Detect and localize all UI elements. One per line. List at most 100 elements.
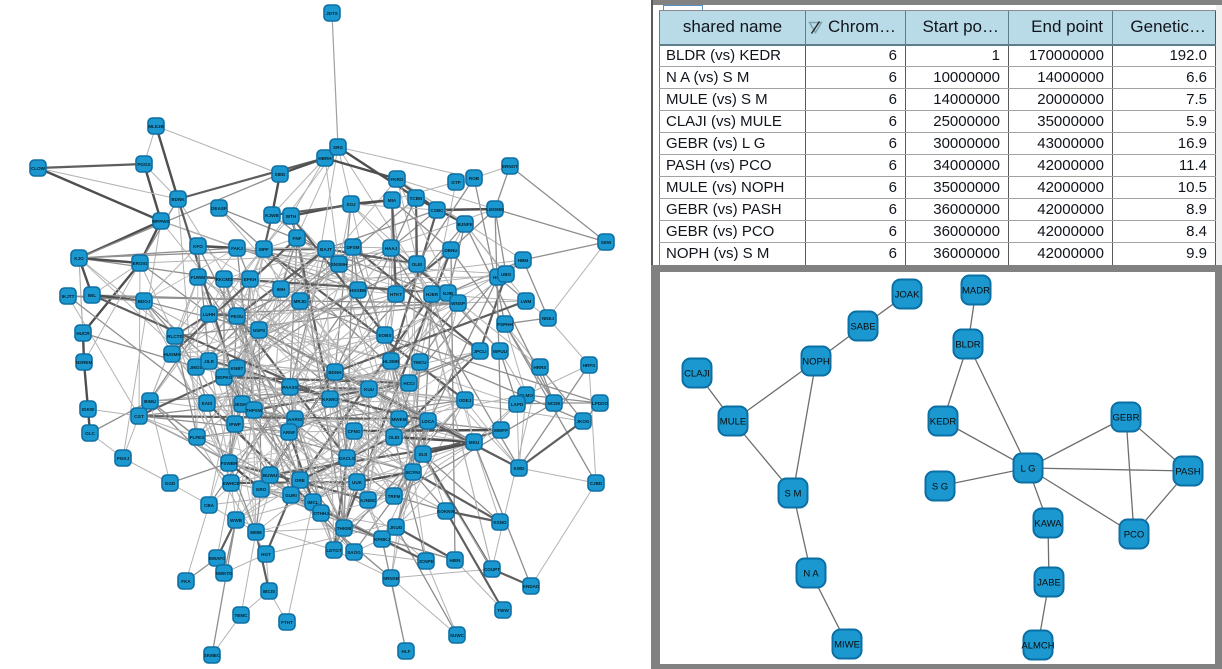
svg-text:KFMKJ: KFMKJ: [374, 537, 390, 542]
svg-text:MPF: MPF: [259, 247, 269, 252]
svg-text:PCO: PCO: [1124, 529, 1145, 540]
svg-text:N A: N A: [803, 568, 819, 579]
svg-text:BDNH: BDNH: [328, 370, 342, 375]
svg-text:CJBD: CJBD: [590, 481, 603, 486]
svg-text:DBNU: DBNU: [444, 248, 458, 253]
svg-text:HUCR: HUCR: [76, 331, 90, 336]
svg-text:KAWA: KAWA: [1034, 518, 1062, 529]
svg-text:ODEJ: ODEJ: [459, 398, 472, 403]
svg-text:IBCIS: IBCIS: [263, 589, 275, 594]
svg-text:SABE: SABE: [850, 321, 875, 332]
svg-text:PASH: PASH: [1175, 466, 1200, 477]
svg-text:THPSW: THPSW: [246, 408, 263, 413]
svg-text:UUK: UUK: [352, 480, 363, 485]
svg-text:JPCLI: JPCLI: [473, 349, 486, 354]
svg-text:MRJD: MRJD: [293, 299, 307, 304]
svg-text:WWB: WWB: [230, 518, 243, 523]
svg-text:EROIG: EROIG: [133, 261, 148, 266]
svg-text:ERNOT: ERNOT: [502, 164, 518, 169]
svg-text:L G: L G: [1021, 463, 1036, 474]
svg-text:MIA: MIA: [388, 198, 397, 203]
svg-text:IWL: IWL: [88, 293, 97, 298]
svg-text:GTP: GTP: [451, 180, 460, 185]
svg-text:KNBT: KNBT: [231, 366, 244, 371]
svg-text:JKUG: JKUG: [390, 525, 403, 530]
svg-text:LDTGT: LDTGT: [326, 548, 342, 553]
svg-text:DEASF: DEASF: [211, 206, 227, 211]
svg-text:NNEJ: NNEJ: [542, 316, 555, 321]
svg-text:RLCTD: RLCTD: [167, 334, 183, 339]
svg-text:MMM: MMM: [250, 530, 262, 535]
svg-text:CFNO: CFNO: [347, 429, 360, 434]
svg-text:SAOG: SAOG: [347, 550, 361, 555]
svg-text:DRE: DRE: [295, 478, 305, 483]
svg-text:PGKJ: PGKJ: [117, 456, 130, 461]
svg-text:JEGKH: JEGKH: [234, 402, 251, 407]
svg-text:HBRH: HBRH: [318, 156, 332, 161]
svg-text:HUGMH: HUGMH: [163, 352, 181, 357]
svg-text:BIMU: BIMU: [144, 399, 156, 404]
svg-text:KNDAD: KNDAD: [523, 584, 540, 589]
svg-text:PAASS: PAASS: [282, 385, 298, 390]
svg-text:FKA: FKA: [181, 579, 191, 584]
svg-text:FSPHH: FSPHH: [497, 322, 513, 327]
svg-text:CLAJI: CLAJI: [684, 368, 710, 379]
svg-text:MLEJB: MLEJB: [148, 124, 164, 129]
svg-text:PEOU: PEOU: [230, 314, 244, 319]
svg-text:HRRS: HRRS: [533, 365, 546, 370]
svg-text:HBM: HBM: [518, 258, 529, 263]
svg-text:KUU: KUU: [364, 387, 375, 392]
svg-text:FUWM: FUWM: [191, 275, 205, 280]
svg-text:NOPH: NOPH: [802, 356, 830, 367]
svg-text:UBO: UBO: [501, 272, 512, 277]
svg-text:GURI: GURI: [285, 493, 296, 498]
svg-text:SEW: SEW: [601, 240, 612, 245]
svg-text:EAIS: EAIS: [202, 401, 213, 406]
svg-text:KEDR: KEDR: [930, 416, 957, 427]
svg-text:NWKTD: NWKTD: [215, 571, 233, 576]
svg-text:TCBN: TCBN: [410, 196, 423, 201]
svg-text:HIEN: HIEN: [450, 558, 462, 563]
svg-text:IPWP: IPWP: [229, 422, 241, 427]
svg-text:EIJI: EIJI: [419, 452, 427, 457]
svg-text:JCNPE: JCNPE: [418, 559, 433, 564]
svg-text:SRNSB: SRNSB: [383, 576, 400, 581]
svg-text:LMOMM: LMOMM: [486, 207, 504, 212]
svg-text:HAAJ: HAAJ: [385, 246, 398, 251]
svg-text:FNF: FNF: [293, 236, 302, 241]
svg-text:KJO: KJO: [74, 256, 84, 261]
svg-text:HCCI: HCCI: [403, 381, 414, 386]
svg-text:MWEM: MWEM: [391, 417, 406, 422]
svg-text:IKJTT: IKJTT: [62, 294, 75, 299]
svg-text:CLOW: CLOW: [31, 166, 46, 171]
svg-text:KFO: KFO: [193, 244, 203, 249]
svg-text:TEMC: TEMC: [234, 613, 248, 618]
svg-text:CGT: CGT: [134, 414, 144, 419]
svg-text:OLID: OLID: [389, 435, 401, 440]
svg-text:THKMI: THKMI: [337, 526, 352, 531]
svg-text:KOKNW: KOKNW: [437, 509, 456, 514]
svg-text:NJIB: NJIB: [443, 291, 454, 296]
svg-text:JILR: JILR: [204, 359, 215, 364]
svg-text:MWFF: MWFF: [494, 428, 508, 433]
svg-text:CSBC: CSBC: [430, 208, 444, 213]
svg-text:DACLS: DACLS: [339, 456, 355, 461]
svg-text:FTHT: FTHT: [281, 620, 293, 625]
svg-text:HGT: HGT: [261, 552, 271, 557]
svg-text:NSREM: NSREM: [76, 360, 93, 365]
svg-text:GEBR: GEBR: [1113, 412, 1140, 423]
svg-text:TMCU: TMCU: [413, 360, 427, 365]
svg-text:WTH: WTH: [286, 214, 297, 219]
svg-text:ALMCH: ALMCH: [1021, 640, 1054, 651]
svg-text:LPDOO: LPDOO: [592, 401, 609, 406]
svg-text:IMH: IMH: [277, 287, 286, 292]
svg-text:SRG: SRG: [333, 145, 343, 150]
svg-text:CBA: CBA: [204, 503, 215, 508]
svg-text:HLSMN: HLSMN: [383, 359, 400, 364]
svg-text:FAKJ: FAKJ: [231, 246, 243, 251]
svg-text:MKU: MKU: [469, 440, 480, 445]
svg-text:SKMEC: SKMEC: [204, 653, 221, 658]
svg-text:NCDE: NCDE: [547, 401, 560, 406]
svg-text:WPUU: WPUU: [493, 349, 508, 354]
svg-text:FSWBR: FSWBR: [221, 461, 239, 466]
